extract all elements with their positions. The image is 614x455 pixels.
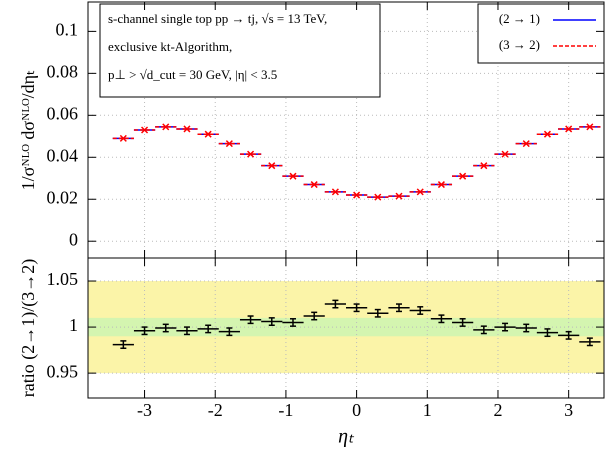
y-axis-label: ratio (2→1)/(3→2) bbox=[18, 259, 39, 397]
marker bbox=[247, 150, 255, 158]
marker bbox=[141, 126, 149, 134]
annotation-box bbox=[99, 3, 381, 98]
x-tick-label: 1 bbox=[423, 400, 432, 420]
marker bbox=[501, 150, 509, 158]
marker bbox=[395, 192, 403, 200]
marker bbox=[331, 188, 339, 196]
y-tick-label: 0.08 bbox=[47, 61, 79, 81]
marker bbox=[162, 123, 170, 131]
y-tick-label: 0.95 bbox=[47, 361, 79, 381]
marker bbox=[204, 130, 212, 138]
y-tick-label: 0.02 bbox=[47, 187, 79, 207]
x-tick-label: 0 bbox=[352, 400, 361, 420]
y-tick-label: 1 bbox=[69, 315, 78, 335]
marker bbox=[183, 125, 191, 133]
x-tick-label: -1 bbox=[278, 400, 293, 420]
y-tick-label: 0.06 bbox=[47, 103, 79, 123]
marker bbox=[480, 162, 488, 170]
x-tick-label: 2 bbox=[493, 400, 502, 420]
y-tick-label: 0.04 bbox=[47, 145, 79, 165]
marker bbox=[374, 193, 382, 201]
y-axis-label: 1/σᴺᴸᴼ dσᴺᴸᴼ/dηₜ bbox=[18, 70, 38, 191]
marker bbox=[225, 140, 233, 148]
band bbox=[88, 317, 604, 337]
marker bbox=[289, 172, 297, 180]
annotation: s-channel single top pp → tj, √s = 13 Te… bbox=[108, 11, 327, 26]
annotation: exclusive kt-Algorithm, bbox=[108, 39, 232, 54]
plot-frame bbox=[87, 257, 605, 399]
x-tick-label: 3 bbox=[564, 400, 573, 420]
marker bbox=[353, 191, 361, 199]
y-tick-label: 0.1 bbox=[56, 20, 79, 40]
legend-label: (2 → 1) bbox=[499, 11, 540, 26]
marker bbox=[268, 162, 276, 170]
legend-box bbox=[477, 3, 605, 64]
x-tick-label: -3 bbox=[137, 400, 152, 420]
marker bbox=[416, 188, 424, 196]
x-tick-label: -2 bbox=[208, 400, 223, 420]
y-tick-label: 1.05 bbox=[47, 269, 79, 289]
y-tick-label: 0 bbox=[69, 229, 78, 249]
marker bbox=[310, 181, 318, 189]
legend-label: (3 → 2) bbox=[499, 37, 540, 52]
marker bbox=[119, 134, 127, 142]
marker bbox=[586, 123, 594, 131]
annotation: p⊥ > √d_cut = 30 GeV, |η| < 3.5 bbox=[108, 67, 277, 82]
marker bbox=[459, 172, 467, 180]
marker bbox=[565, 125, 573, 133]
x-axis-label: ηₜ bbox=[338, 426, 355, 448]
marker bbox=[522, 140, 530, 148]
marker bbox=[543, 130, 551, 138]
marker bbox=[437, 181, 445, 189]
